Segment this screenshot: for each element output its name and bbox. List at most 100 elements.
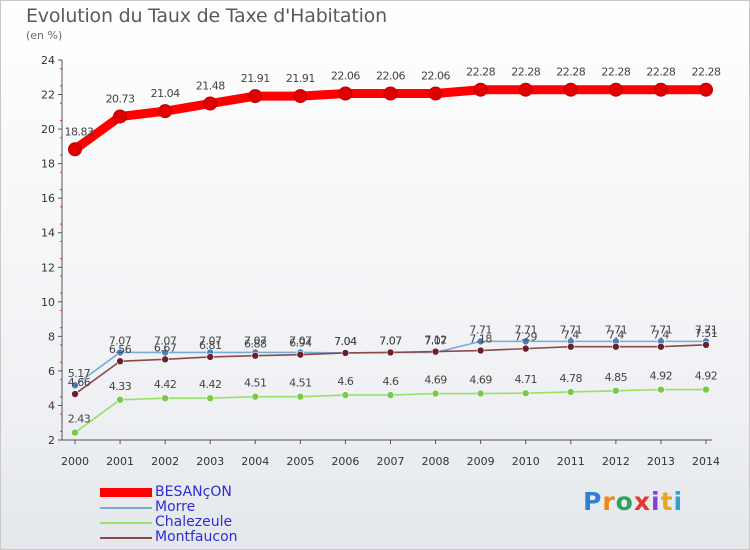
data-point: [158, 104, 173, 119]
data-label: 4.71: [514, 373, 537, 386]
x-tick-label: 2010: [512, 455, 540, 468]
data-label: 22.28: [646, 66, 675, 79]
data-point: [251, 392, 260, 401]
data-point: [476, 337, 485, 346]
data-label: 4.69: [424, 374, 447, 387]
data-point: [608, 82, 623, 97]
data-label: 7.07: [289, 334, 312, 347]
data-point: [116, 348, 124, 357]
logo-letter: o: [615, 487, 634, 516]
data-label: 7.4: [563, 329, 579, 342]
data-label: 4.85: [605, 371, 628, 384]
data-label: 21.04: [151, 87, 180, 100]
data-label: 22.28: [601, 66, 630, 79]
data-point: [612, 342, 620, 351]
data-label: 22.28: [556, 66, 585, 79]
data-label: 21.91: [286, 72, 315, 85]
logo-letter: t: [660, 487, 674, 516]
y-tick-label: 22: [41, 89, 55, 102]
data-point: [702, 385, 710, 394]
data-label: 7.71: [560, 323, 583, 336]
data-label: 7.4: [653, 329, 669, 342]
data-point: [386, 348, 395, 357]
data-point: [431, 389, 440, 398]
data-label: 4.92: [650, 370, 673, 383]
legend-label: Montfaucon: [155, 529, 238, 545]
data-label: 22.06: [376, 70, 405, 83]
data-label: 7.71: [514, 323, 537, 336]
data-label: 7.12: [424, 334, 447, 347]
data-label: 7.07: [244, 334, 267, 347]
logo-letter: i: [673, 487, 684, 516]
data-label: 7.18: [469, 333, 492, 346]
data-label: 7.71: [650, 323, 673, 336]
data-label: 4.42: [199, 378, 222, 391]
proxiti-logo: Proxiti: [583, 487, 683, 516]
data-point: [113, 109, 128, 124]
data-label: 7.04: [334, 335, 357, 348]
data-label: 4.33: [109, 380, 132, 393]
data-point: [476, 346, 485, 355]
x-tick-label: 2004: [241, 455, 269, 468]
data-label: 7.51: [695, 327, 718, 340]
chart-unit-label: (en %): [26, 29, 63, 42]
legend-swatch: [100, 507, 152, 509]
x-tick-label: 2006: [331, 455, 359, 468]
data-point: [296, 392, 305, 401]
data-point: [338, 86, 353, 101]
x-tick-label: 2001: [106, 455, 134, 468]
legend-label: Morre: [155, 499, 196, 515]
data-point: [161, 355, 169, 364]
data-point: [702, 341, 710, 349]
data-label: 7.29: [514, 331, 537, 344]
data-label: 7.07: [199, 334, 222, 347]
x-tick-label: 2005: [286, 455, 314, 468]
y-tick-label: 2: [48, 434, 55, 447]
data-label: 6.56: [109, 343, 132, 356]
x-tick-label: 2007: [377, 455, 405, 468]
y-tick-label: 10: [41, 296, 55, 309]
y-tick-label: 14: [41, 227, 55, 240]
data-label: 22.06: [331, 70, 360, 83]
legend-label: Chalezeule: [155, 514, 233, 530]
data-point: [612, 386, 620, 395]
x-tick-label: 2009: [467, 455, 495, 468]
data-point: [341, 349, 350, 357]
data-point: [206, 394, 215, 403]
data-label: 7.71: [469, 323, 492, 336]
data-point: [521, 344, 530, 353]
y-tick-label: 16: [41, 192, 55, 205]
data-point: [71, 428, 79, 437]
data-point: [566, 342, 575, 351]
data-point: [657, 385, 665, 394]
data-label: 7.07: [424, 334, 447, 347]
data-label: 6.94: [289, 337, 312, 350]
legend-swatch: [100, 488, 152, 497]
legend-swatch: [100, 522, 152, 524]
data-label: 21.48: [196, 80, 225, 93]
logo-letter: P: [583, 487, 603, 516]
data-label: 4.69: [469, 374, 492, 387]
data-point: [518, 82, 533, 97]
data-label: 2.43: [68, 413, 91, 426]
data-point: [653, 82, 668, 97]
data-label: 7.04: [334, 335, 357, 348]
data-label: 7.07: [154, 334, 177, 347]
data-label: 22.28: [466, 66, 495, 79]
data-point: [386, 391, 395, 399]
x-tick-label: 2000: [61, 455, 89, 468]
x-tick-label: 2003: [196, 455, 224, 468]
data-label: 4.66: [68, 376, 91, 389]
data-point: [248, 89, 263, 104]
data-label: 4.6: [383, 375, 399, 388]
y-tick-label: 18: [41, 158, 55, 171]
data-label: 7.07: [379, 334, 402, 347]
data-point: [428, 86, 443, 101]
y-tick-label: 6: [48, 365, 55, 378]
data-label: 4.51: [244, 377, 267, 390]
y-tick-label: 20: [41, 123, 55, 136]
data-point: [116, 357, 124, 366]
data-point: [473, 82, 488, 97]
data-point: [71, 390, 79, 398]
